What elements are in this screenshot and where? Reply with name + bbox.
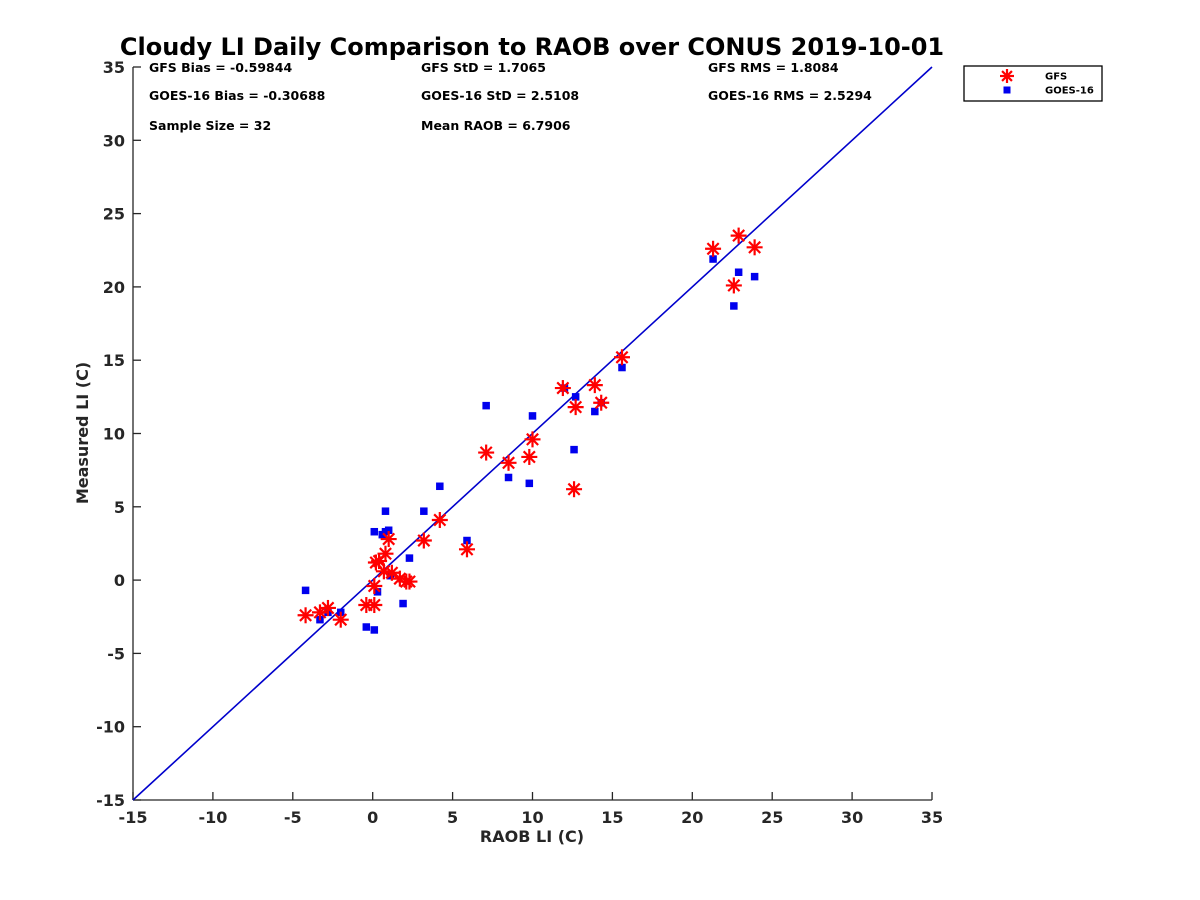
- goes16-point: [463, 536, 471, 545]
- y-tick-label: 0: [114, 571, 125, 590]
- gfs-point: [431, 511, 448, 528]
- gfs-point: [366, 577, 383, 594]
- goes16-point: [384, 526, 393, 535]
- stat-text: GFS StD = 1.7065: [421, 60, 546, 75]
- gfs-point: [566, 481, 583, 498]
- y-tick-label: 25: [103, 205, 125, 224]
- stat-text: GFS Bias = -0.59844: [149, 60, 292, 75]
- goes16-point: [730, 302, 738, 310]
- gfs-point: [377, 545, 394, 562]
- x-tick-label: 20: [681, 808, 703, 827]
- x-tick-label: 10: [521, 808, 543, 827]
- gfs-point: [725, 277, 742, 294]
- goes16-point: [482, 401, 490, 410]
- x-axis-label: RAOB LI (C): [480, 827, 584, 846]
- legend-gfs-marker: [1000, 69, 1014, 83]
- stat-text: GFS RMS = 1.8084: [708, 60, 839, 75]
- stat-text: Mean RAOB = 6.7906: [421, 118, 571, 133]
- x-tick-label: 25: [761, 808, 783, 827]
- stat-text: GOES-16 RMS = 2.5294: [708, 88, 872, 103]
- gfs-point: [401, 573, 418, 590]
- x-tick-label: 5: [447, 808, 458, 827]
- series-gfs: [297, 227, 763, 628]
- gfs-point: [319, 599, 336, 616]
- gfs-point: [554, 380, 571, 397]
- goes16-point: [301, 586, 310, 595]
- goes16-point: [370, 626, 379, 634]
- goes16-point: [370, 527, 379, 536]
- chart-title: Cloudy LI Daily Comparison to RAOB over …: [120, 33, 944, 61]
- goes16-point: [734, 268, 743, 276]
- stat-text: GOES-16 Bias = -0.30688: [149, 88, 325, 103]
- legend-label: GFS: [1045, 72, 1067, 83]
- goes16-point: [525, 479, 534, 488]
- gfs-point: [567, 399, 584, 416]
- x-tick-label: 35: [921, 808, 943, 827]
- goes16-point: [750, 272, 759, 281]
- x-tick-label: -15: [119, 808, 148, 827]
- y-tick-label: 10: [103, 425, 125, 444]
- gfs-point: [613, 349, 630, 366]
- legend: GFS GOES-16: [963, 65, 1103, 102]
- gfs-point: [380, 531, 397, 548]
- goes16-point: [528, 412, 537, 420]
- y-tick-label: 30: [103, 131, 125, 150]
- goes16-point: [570, 445, 578, 454]
- gfs-point: [297, 607, 314, 624]
- gfs-point: [586, 377, 603, 394]
- gfs-point: [593, 394, 610, 411]
- gfs-point: [521, 448, 538, 465]
- y-tick-label: -5: [107, 644, 125, 663]
- gfs-point: [746, 239, 763, 256]
- goes16-point: [591, 407, 599, 416]
- goes16-point: [362, 623, 371, 631]
- gfs-point: [730, 227, 747, 244]
- stat-text: Sample Size = 32: [149, 118, 271, 133]
- goes16-point: [504, 473, 513, 482]
- y-tick-label: -10: [96, 718, 125, 737]
- y-tick-label: 5: [114, 498, 125, 517]
- goes16-point: [436, 482, 444, 491]
- gfs-point: [415, 532, 432, 549]
- gfs-point: [332, 611, 349, 628]
- gfs-point: [500, 454, 517, 471]
- statistics-annotations: GFS Bias = -0.59844 GFS StD = 1.7065 GFS R…: [149, 60, 872, 133]
- goes16-point: [405, 554, 414, 562]
- goes16-point: [571, 393, 580, 401]
- goes16-point: [709, 255, 717, 263]
- goes16-point: [420, 507, 428, 515]
- legend-label: GOES-16: [1045, 86, 1094, 97]
- goes16-point: [373, 588, 382, 596]
- y-axis-label: Measured LI (C): [73, 362, 92, 504]
- x-tick-label: -5: [284, 808, 302, 827]
- legend-box: [963, 65, 1103, 102]
- gfs-point: [366, 597, 383, 614]
- x-tick-label: 0: [367, 808, 378, 827]
- y-tick-label: 35: [103, 58, 125, 77]
- x-tick-label: 15: [601, 808, 623, 827]
- x-tick-label: 30: [841, 808, 863, 827]
- x-tick-label: -10: [198, 808, 227, 827]
- gfs-point: [458, 541, 475, 558]
- stat-text: GOES-16 StD = 2.5108: [421, 88, 579, 103]
- y-tick-label: 15: [103, 351, 125, 370]
- legend-items: GFS GOES-16: [1000, 69, 1094, 97]
- axis-ticks: -15 -10 -5 0 5 10 15 20 25 30 35 -15 -10 -5 0 5 10 15 20 25…: [96, 58, 943, 827]
- data-series: [297, 227, 763, 634]
- y-tick-label: 20: [103, 278, 125, 297]
- gfs-point: [705, 240, 722, 257]
- goes16-point: [381, 507, 390, 515]
- series-goes-16: [301, 255, 759, 634]
- y-tick-label: -15: [96, 791, 125, 810]
- gfs-point: [478, 444, 495, 461]
- legend-goes16-marker: [1003, 86, 1011, 94]
- goes16-point: [399, 599, 407, 608]
- gfs-point: [524, 431, 541, 448]
- goes16-point: [618, 363, 626, 372]
